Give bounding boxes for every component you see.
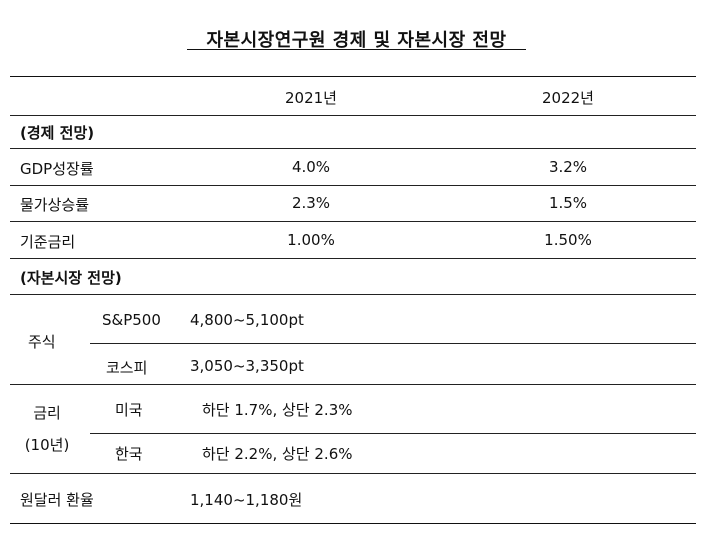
header-rule bbox=[10, 115, 696, 116]
base-rate-label: 기준금리 bbox=[20, 233, 76, 251]
inflation-2021: 2.3% bbox=[291, 194, 331, 212]
kospi-value: 3,050~3,350pt bbox=[190, 357, 304, 375]
economy-heading-rule bbox=[10, 148, 696, 149]
table-bottom-rule bbox=[10, 523, 696, 524]
stocks-label: 주식 bbox=[28, 333, 56, 351]
rates-tenor-label: (10년) bbox=[24, 436, 70, 454]
inflation-label: 물가상승률 bbox=[20, 196, 90, 214]
sp500-label: S&P500 bbox=[102, 311, 161, 329]
capital-heading-rule bbox=[10, 294, 696, 295]
title-underline bbox=[187, 49, 526, 50]
gdp-row-rule bbox=[10, 185, 696, 186]
kr-rate-label: 한국 bbox=[115, 445, 143, 463]
gdp-label: GDP성장률 bbox=[20, 160, 94, 178]
fx-label: 원달러 환율 bbox=[20, 491, 94, 509]
gdp-2021: 4.0% bbox=[291, 158, 331, 176]
rates-label: 금리 bbox=[33, 404, 61, 422]
table-top-rule bbox=[10, 76, 696, 77]
sp500-value: 4,800~5,100pt bbox=[190, 311, 304, 329]
fx-value: 1,140~1,180원 bbox=[190, 491, 303, 509]
rates-inner-rule bbox=[90, 433, 696, 434]
base-rate-2022: 1.50% bbox=[544, 231, 592, 249]
economy-heading: (경제 전망) bbox=[20, 124, 95, 142]
column-header-2021: 2021년 bbox=[285, 89, 337, 107]
us-rate-value: 하단 1.7%, 상단 2.3% bbox=[202, 401, 353, 419]
inflation-row-rule bbox=[10, 221, 696, 222]
inflation-2022: 1.5% bbox=[548, 194, 588, 212]
rates-rule bbox=[10, 473, 696, 474]
base-rate-row-rule bbox=[10, 258, 696, 259]
page-title: 자본시장연구원 경제 및 자본시장 전망 bbox=[206, 30, 507, 51]
column-header-2022: 2022년 bbox=[542, 89, 594, 107]
us-rate-label: 미국 bbox=[115, 401, 143, 419]
stocks-inner-rule bbox=[90, 343, 696, 344]
base-rate-2021: 1.00% bbox=[287, 231, 335, 249]
stocks-rule bbox=[10, 384, 696, 385]
kospi-label: 코스피 bbox=[106, 359, 148, 377]
capital-heading: (자본시장 전망) bbox=[20, 269, 122, 287]
gdp-2022: 3.2% bbox=[548, 158, 588, 176]
kr-rate-value: 하단 2.2%, 상단 2.6% bbox=[202, 445, 353, 463]
